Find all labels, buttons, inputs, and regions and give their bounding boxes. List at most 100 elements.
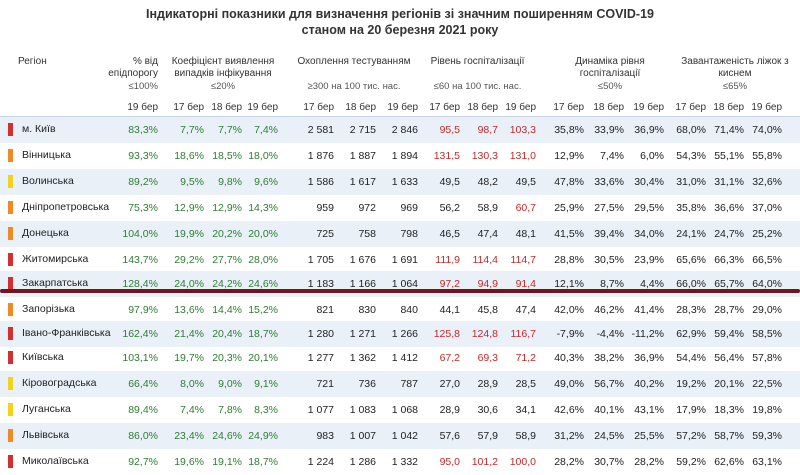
cell-g2: 27,5% <box>594 202 624 214</box>
cell-h3: 58,9 <box>515 430 536 442</box>
cell-l3: 32,6% <box>752 176 782 188</box>
cell-h2: 47,4 <box>477 228 498 240</box>
risk-marker-orange <box>8 201 13 214</box>
cell-t2: 830 <box>358 304 376 316</box>
cell-t1: 1 183 <box>307 278 334 290</box>
cell-c3: 8,3% <box>254 404 278 416</box>
cell-l1: 19,2% <box>676 378 706 390</box>
cell-g1: 12,1% <box>554 278 584 290</box>
cell-h3: 100,0 <box>509 456 536 468</box>
cell-t2: 1 286 <box>349 456 376 468</box>
cell-c1: 19,6% <box>174 456 204 468</box>
cell-g3: 23,9% <box>634 254 664 266</box>
risk-marker-red <box>8 351 13 364</box>
table-row: Луганська 89,4% 7,4% 7,8% 8,3% 1 077 1 083 1 06… <box>0 397 800 423</box>
header-region: Регіон <box>18 56 47 67</box>
cell-g2: 40,1% <box>594 404 624 416</box>
table-row: Запорізька 97,9% 13,6% 14,4% 15,2% 821 830 840 4… <box>0 297 800 323</box>
cell-l2: 56,4% <box>714 352 744 364</box>
cell-l2: 58,7% <box>714 430 744 442</box>
cell-pct: 103,1% <box>122 352 158 364</box>
cell-c2: 18,5% <box>212 150 242 162</box>
cell-c2: 9,0% <box>218 378 242 390</box>
cell-g3: 36,9% <box>634 352 664 364</box>
cell-g1: 28,2% <box>554 456 584 468</box>
date-test-17: 17 бер <box>303 102 334 113</box>
date-coef-17: 17 бер <box>173 102 204 113</box>
cell-t1: 983 <box>316 430 334 442</box>
cell-pct: 66,4% <box>128 378 158 390</box>
cell-c1: 19,9% <box>174 228 204 240</box>
table-row: Кіровоградська 66,4% 8,0% 9,0% 9,1% 721 736 787… <box>0 371 800 397</box>
cell-c3: 14,3% <box>248 202 278 214</box>
cell-g2: 38,2% <box>594 352 624 364</box>
date-test-19: 19 бер <box>387 102 418 113</box>
cell-l2: 65,7% <box>714 278 744 290</box>
cell-c2: 20,2% <box>212 228 242 240</box>
cell-h2: 114,4 <box>472 254 499 266</box>
cell-l3: 63,1% <box>752 456 782 468</box>
date-hosp-17: 17 бер <box>429 102 460 113</box>
region-name: Київська <box>22 351 64 363</box>
region-name: Закарпатська <box>22 277 89 289</box>
cell-c2: 20,4% <box>212 328 242 340</box>
risk-marker-red <box>8 123 13 136</box>
cell-c3: 20,1% <box>248 352 278 364</box>
cell-t1: 1 280 <box>307 328 334 340</box>
cell-h2: 124,8 <box>471 328 498 340</box>
cell-t2: 1 083 <box>349 404 376 416</box>
risk-marker-red <box>8 277 13 290</box>
date-load-19: 19 бер <box>751 102 782 113</box>
risk-marker-orange <box>8 149 13 162</box>
cell-t2: 1 362 <box>349 352 376 364</box>
region-name: Луганська <box>22 403 71 415</box>
region-name: Волинська <box>22 175 74 187</box>
cell-c1: 7,7% <box>180 124 204 136</box>
header-coef: Коефіцієнт виявлення випадків інфікуванн… <box>171 56 275 79</box>
cell-t1: 959 <box>316 202 334 214</box>
cell-c2: 14,4% <box>212 304 242 316</box>
region-name: Донецька <box>22 227 69 239</box>
title-line-2: станом на 20 березня 2021 року <box>301 23 499 37</box>
header-test: Охоплення тестуванням <box>297 56 411 67</box>
cell-c1: 23,4% <box>174 430 204 442</box>
cell-c3: 18,7% <box>248 456 278 468</box>
cell-g2: 56,7% <box>594 378 624 390</box>
cell-l1: 65,6% <box>676 254 706 266</box>
cell-c3: 7,4% <box>254 124 278 136</box>
cell-g2: 30,7% <box>594 456 624 468</box>
header-hosp-threshold: ≤60 на 100 тис. нас. <box>433 81 522 92</box>
header-test-threshold: ≥300 на 100 тис. нас. <box>307 81 401 92</box>
cell-h3: 114,7 <box>510 254 537 266</box>
region-name: Івано-Франківська <box>22 327 111 339</box>
table-row: Миколаївська 92,7% 19,6% 19,1% 18,7% 1 224 1 2… <box>0 449 800 475</box>
cell-pct: 97,9% <box>128 304 158 316</box>
cell-t2: 736 <box>358 378 376 390</box>
cell-h2: 57,9 <box>477 430 498 442</box>
table-row: Закарпатська 128,4% 24,0% 24,2% 24,6% 1 183 1 … <box>0 271 800 297</box>
risk-marker-orange <box>8 303 13 316</box>
cell-g1: 35,8% <box>554 124 584 136</box>
cell-h1: 49,5 <box>439 176 460 188</box>
cell-pct: 143,7% <box>122 254 158 266</box>
cell-l3: 59,3% <box>752 430 782 442</box>
cell-l3: 25,2% <box>752 228 782 240</box>
cell-g2: 7,4% <box>600 150 624 162</box>
cell-h3: 116,7 <box>510 328 537 340</box>
cell-h1: 57,6 <box>439 430 460 442</box>
header-pct-threshold: ≤100% <box>128 81 158 92</box>
cell-h2: 98,7 <box>477 124 498 136</box>
cell-l1: 59,2% <box>676 456 706 468</box>
cell-h3: 91,4 <box>515 278 536 290</box>
cell-h2: 101,2 <box>471 456 498 468</box>
cell-c2: 24,2% <box>212 278 242 290</box>
cell-t3: 1 412 <box>391 352 418 364</box>
region-name: Миколаївська <box>22 455 89 467</box>
cell-pct: 93,3% <box>128 150 158 162</box>
cell-t3: 1 266 <box>391 328 418 340</box>
risk-marker-red <box>8 455 13 468</box>
cell-g2: 33,6% <box>594 176 624 188</box>
cell-g2: 46,2% <box>594 304 624 316</box>
cell-c2: 9,8% <box>218 176 242 188</box>
cell-h1: 27,0 <box>439 378 460 390</box>
